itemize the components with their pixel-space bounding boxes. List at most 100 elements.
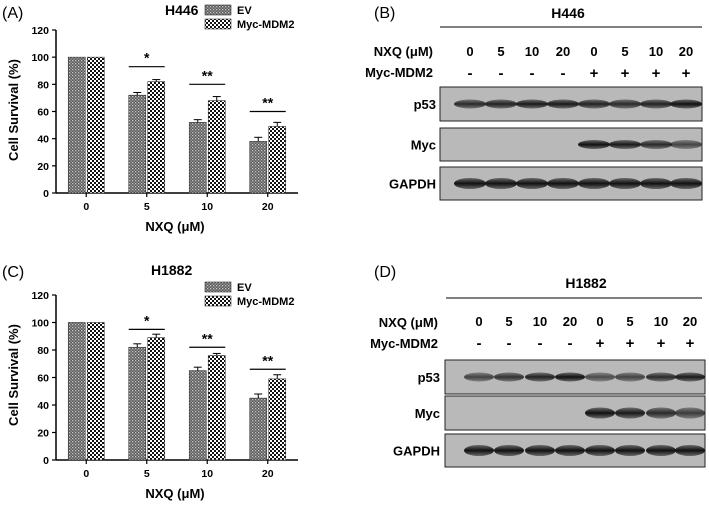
blot-title: H1882	[565, 275, 606, 291]
protein-band	[615, 407, 645, 419]
panel-label: (A)	[2, 5, 23, 22]
protein-band	[454, 178, 486, 189]
bar	[147, 337, 166, 461]
y-tick-label: 40	[37, 400, 49, 412]
lane-nxq-value: 5	[626, 314, 633, 329]
lane-myc-mdm2-value: +	[621, 65, 630, 82]
panel-b: (B) H446 NXQ (μM) Myc-MDM2 0 5 10 20 0 5 10 20 -…	[365, 5, 703, 201]
protein-band	[675, 372, 705, 382]
protein-band	[585, 407, 615, 419]
bar	[86, 322, 105, 461]
bar	[268, 378, 287, 461]
protein-band	[640, 178, 672, 189]
protein-band	[675, 445, 705, 456]
lane-myc-mdm2-value: +	[590, 65, 599, 82]
row-header-myc-mdm2: Myc-MDM2	[365, 65, 433, 80]
legend-swatch	[204, 18, 232, 30]
bar	[147, 81, 166, 194]
panel-a: (A) H446 Cell Survival (%) NXQ (μM) 0 20 4…	[2, 2, 298, 234]
protein-band	[578, 178, 610, 189]
lane-myc-mdm2-value: -	[568, 335, 573, 352]
significance-label: **	[262, 95, 273, 111]
protein-band	[525, 372, 555, 382]
bar	[128, 346, 147, 461]
lane-myc-mdm2-value: +	[682, 65, 691, 82]
protein-band	[547, 178, 579, 189]
row-header-nxq: NXQ (μM)	[379, 315, 438, 330]
y-tick-label: 0	[43, 188, 49, 200]
y-axis-label: Cell Survival (%)	[6, 59, 21, 161]
bar	[67, 56, 86, 194]
y-tick-label: 80	[37, 79, 49, 91]
bar	[268, 126, 287, 194]
chart-title: H1882	[151, 262, 192, 278]
y-tick-label: 40	[37, 134, 49, 146]
protein-band	[646, 445, 676, 456]
legend-label: Myc-MDM2	[237, 19, 294, 31]
panel-label: (C)	[2, 264, 24, 281]
protein-band	[585, 372, 615, 382]
protein-band	[609, 99, 641, 109]
x-tick-label: 0	[83, 468, 89, 480]
y-tick-label: 80	[37, 345, 49, 357]
protein-band	[494, 445, 524, 456]
protein-band	[640, 140, 672, 149]
bar	[249, 141, 268, 194]
lane-myc-mdm2-value: -	[507, 335, 512, 352]
bar	[128, 94, 147, 194]
protein-band	[609, 140, 641, 149]
protein-band	[578, 99, 610, 109]
x-axis-label: NXQ (μM)	[145, 219, 204, 234]
lane-nxq-value: 0	[466, 44, 473, 59]
x-tick-label: 20	[262, 468, 274, 480]
lane-nxq-value: 5	[497, 44, 504, 59]
legend-label: Myc-MDM2	[237, 296, 294, 308]
bar	[86, 56, 105, 194]
lane-nxq-value: 5	[621, 44, 628, 59]
lane-nxq-value: 5	[505, 314, 512, 329]
significance-label: **	[262, 352, 273, 368]
chart-title: H446	[165, 2, 199, 18]
significance-label: *	[144, 312, 150, 328]
lane-nxq-value: 20	[563, 314, 577, 329]
y-tick-label: 0	[43, 455, 49, 467]
legend-swatch	[204, 281, 232, 293]
protein-band	[670, 178, 702, 189]
x-tick-label: 5	[144, 468, 150, 480]
protein-band	[578, 140, 610, 149]
lane-myc-mdm2-value: -	[499, 65, 504, 82]
protein-band	[670, 99, 702, 109]
protein-band	[609, 178, 641, 189]
protein-band	[485, 99, 517, 109]
protein-band	[615, 445, 645, 456]
blot-row-label: Myc	[415, 406, 440, 421]
lane-nxq-value: 10	[649, 44, 663, 59]
lane-myc-mdm2-value: +	[652, 65, 661, 82]
panel-label: (D)	[374, 264, 396, 281]
legend-label: EV	[237, 5, 252, 17]
protein-band	[646, 407, 676, 419]
protein-band	[494, 372, 524, 382]
protein-band	[485, 178, 517, 189]
lane-myc-mdm2-value: +	[626, 335, 635, 352]
y-tick-label: 20	[37, 428, 49, 440]
y-axis-label: Cell Survival (%)	[6, 324, 21, 426]
protein-band	[555, 445, 585, 456]
bar	[188, 122, 207, 194]
lane-nxq-value: 0	[475, 314, 482, 329]
panel-c: (C) H1882 Cell Survival (%) NXQ (μM) 0 20…	[2, 262, 298, 501]
lane-nxq-value: 10	[525, 44, 539, 59]
blot-row-label: p53	[414, 97, 436, 112]
y-tick-label: 120	[31, 25, 49, 37]
lane-nxq-value: 20	[556, 44, 570, 59]
protein-band	[516, 99, 548, 109]
significance-label: **	[202, 330, 213, 346]
x-axis-label: NXQ (μM)	[145, 486, 204, 501]
protein-band	[555, 372, 585, 382]
lane-nxq-value: 20	[683, 314, 697, 329]
y-tick-label: 60	[37, 107, 49, 119]
y-tick-label: 100	[31, 52, 49, 64]
blot-row-label: p53	[418, 370, 440, 385]
panel-d: (D) H1882 NXQ (μM) Myc-MDM2 0 5 10 20 0 5 10 20…	[370, 264, 706, 468]
